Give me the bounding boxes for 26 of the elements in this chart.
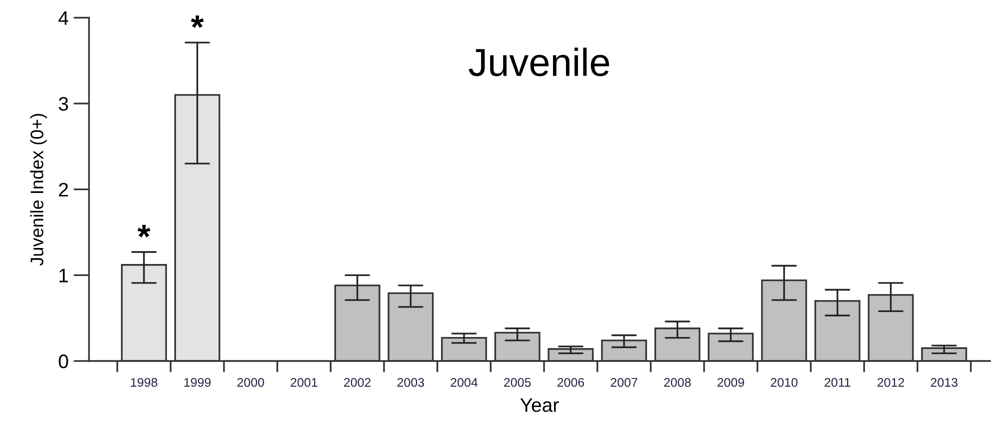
y-tick-label: 0 <box>58 354 68 368</box>
x-tick-label: 2000 <box>237 378 264 387</box>
y-tick-label: 1 <box>60 268 68 282</box>
x-tick-label: 2002 <box>344 378 371 387</box>
x-tick-label: 1998 <box>130 378 158 387</box>
y-tick-label: 2 <box>59 182 68 196</box>
annotation: * <box>190 16 204 28</box>
x-tick-label: 2007 <box>610 378 638 387</box>
x-tick-label: 2010 <box>770 378 798 387</box>
x-tick-label: 2011 <box>824 378 850 387</box>
x-tick-label: 1999 <box>184 378 211 387</box>
x-tick-label: 2001 <box>290 378 318 387</box>
x-tick-label: 2006 <box>557 378 584 387</box>
x-tick-label: 2012 <box>878 378 904 387</box>
x-axis-title: Year <box>520 398 559 412</box>
text: Juvenile <box>468 48 610 76</box>
annotation: * <box>138 224 150 238</box>
x-tick-label: 2013 <box>930 378 958 387</box>
x-tick-label: 2009 <box>717 378 744 387</box>
y-axis-title: Juvenile Index (0+) <box>30 114 47 266</box>
x-tick-label: 2005 <box>504 378 531 387</box>
x-tick-label: 2003 <box>397 378 424 387</box>
x-tick-label: 2004 <box>450 378 478 387</box>
y-tick-label: 4 <box>58 11 68 25</box>
x-tick-label: 2008 <box>664 378 691 387</box>
y-tick-label: 3 <box>58 96 68 111</box>
